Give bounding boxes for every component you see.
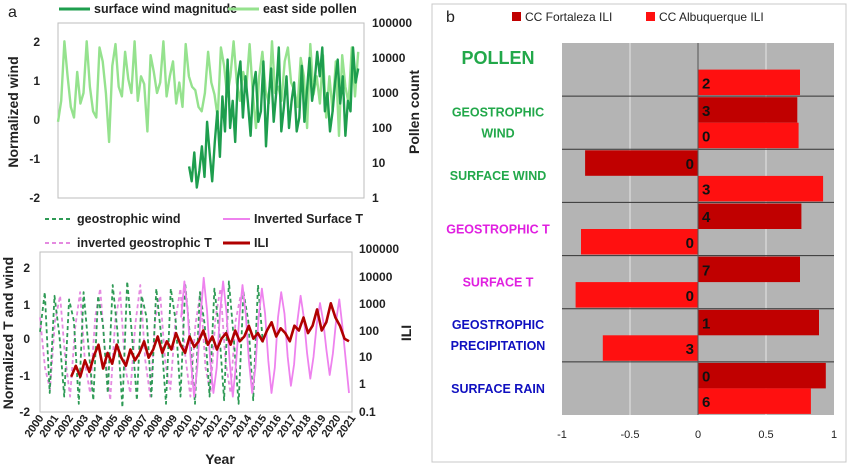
category-label: GEOSTROPHIC T — [446, 222, 550, 236]
y2-tick-label: 1 — [359, 377, 366, 391]
y-tick-label: 1 — [33, 74, 40, 88]
y2-tick-label: 10 — [372, 156, 386, 170]
series-line-surface-wind — [187, 46, 360, 189]
legend-label-ili: ILI — [254, 236, 269, 250]
legend-label-fortaleza: CC Fortaleza ILI — [525, 10, 612, 24]
y-tick-label: 2 — [23, 261, 30, 275]
bar-value-label: 1 — [702, 316, 710, 333]
y-tick-label: -2 — [19, 405, 30, 419]
y2-tick-label: 100 — [359, 324, 379, 338]
y2-tick-label: 1000 — [359, 297, 386, 311]
bar-albuquerque — [698, 388, 811, 414]
bar-value-label: 6 — [702, 394, 710, 411]
bar-fortaleza — [698, 97, 798, 123]
panel-b: b CC Fortaleza ILI CC Albuquerque ILI 2 P… — [431, 3, 847, 463]
bar-value-label: 2 — [702, 75, 710, 92]
y2-tick-label: 0.1 — [359, 405, 376, 419]
bar-albuquerque — [581, 229, 698, 255]
series-line-inverted-geostrophic-t — [39, 284, 242, 402]
y2-tick-label: 100 — [372, 121, 392, 135]
bar-albuquerque — [575, 282, 698, 308]
category-label: WIND — [481, 127, 514, 141]
x-tick-label: 1 — [831, 429, 837, 441]
bar-value-label: 3 — [702, 103, 710, 120]
y-axis-title-top: Normalized wind — [5, 56, 21, 167]
category-label: GEOSTROPHIC — [452, 318, 544, 332]
bar-value-label: 3 — [702, 182, 710, 199]
legend-label-geo-t: inverted geostrophic T — [77, 236, 212, 250]
bar-value-label: 0 — [702, 369, 710, 386]
bar-albuquerque — [698, 122, 799, 149]
legend-label-geo-wind: geostrophic wind — [77, 212, 180, 226]
panel-label-a: a — [8, 4, 17, 21]
bar-value-label: 7 — [702, 262, 710, 279]
series-line-pollen — [56, 40, 360, 144]
x-tick-label: 0.5 — [758, 429, 773, 441]
bar-value-label: 0 — [702, 129, 710, 146]
x-axis-title: Year — [205, 451, 235, 467]
y2-tick-label: 100000 — [372, 16, 412, 30]
bar-value-label: 0 — [686, 288, 694, 305]
category-label: POLLEN — [461, 48, 534, 68]
bar-fortaleza — [698, 256, 800, 283]
x-tick-label: 0 — [695, 429, 701, 441]
y2-tick-label: 1000 — [372, 86, 399, 100]
category-label: GEOSTROPHIC — [452, 106, 544, 120]
series-line-ili — [70, 301, 350, 379]
panel-a-top: surface wind magnitude east side pollen … — [5, 2, 422, 205]
category-label: PRECIPITATION — [451, 339, 546, 353]
bar-albuquerque — [698, 175, 824, 202]
panel-label-b: b — [446, 9, 455, 26]
y-tick-label: 0 — [33, 113, 40, 127]
y-tick-label: 1 — [23, 298, 30, 312]
y-tick-label: 0 — [23, 332, 30, 346]
category-label: SURFACE RAIN — [451, 382, 545, 396]
legend-label-albuquerque: CC Albuquerque ILI — [659, 10, 764, 24]
y2-tick-label: 10000 — [359, 270, 393, 284]
legend-swatch-fortaleza — [512, 12, 521, 21]
bar-value-label: 4 — [702, 209, 711, 226]
y2-axis-title-top: Pollen count — [406, 70, 422, 154]
y2-tick-label: 10 — [359, 350, 373, 364]
legend-label-pollen: east side pollen — [263, 2, 357, 16]
y-tick-label: -2 — [29, 191, 40, 205]
y-tick-label: -1 — [19, 369, 30, 383]
bar-albuquerque — [602, 335, 698, 361]
bar-fortaleza — [698, 362, 826, 389]
x-tick-label: -1 — [557, 429, 567, 441]
bar-fortaleza — [698, 309, 819, 336]
y2-tick-label: 10000 — [372, 51, 406, 65]
bar-value-label: 0 — [686, 156, 694, 173]
y-tick-label: -1 — [29, 152, 40, 166]
category-label: SURFACE T — [463, 276, 534, 290]
bar-albuquerque — [698, 69, 800, 96]
panel-a-bottom: geostrophic wind Inverted Surface T inve… — [0, 212, 414, 467]
bar-value-label: 0 — [686, 235, 694, 252]
y-axis-title-bottom: Normalized T and wind — [0, 257, 16, 409]
bar-value-label: 3 — [686, 341, 694, 358]
y2-axis-title-bottom: ILI — [398, 325, 414, 341]
bar-fortaleza — [698, 203, 802, 229]
y2-tick-label: 100000 — [359, 242, 399, 256]
y2-tick-label: 1 — [372, 191, 379, 205]
bar-fortaleza — [585, 150, 698, 176]
series-line-geostrophic-wind — [39, 280, 264, 409]
category-label: SURFACE WIND — [450, 169, 547, 183]
legend-swatch-albuquerque — [646, 12, 655, 21]
x-tick-label: -0.5 — [621, 429, 640, 441]
legend-label-wind: surface wind magnitude — [94, 2, 237, 16]
legend-label-surface-t: Inverted Surface T — [254, 212, 363, 226]
y-tick-label: 2 — [33, 35, 40, 49]
